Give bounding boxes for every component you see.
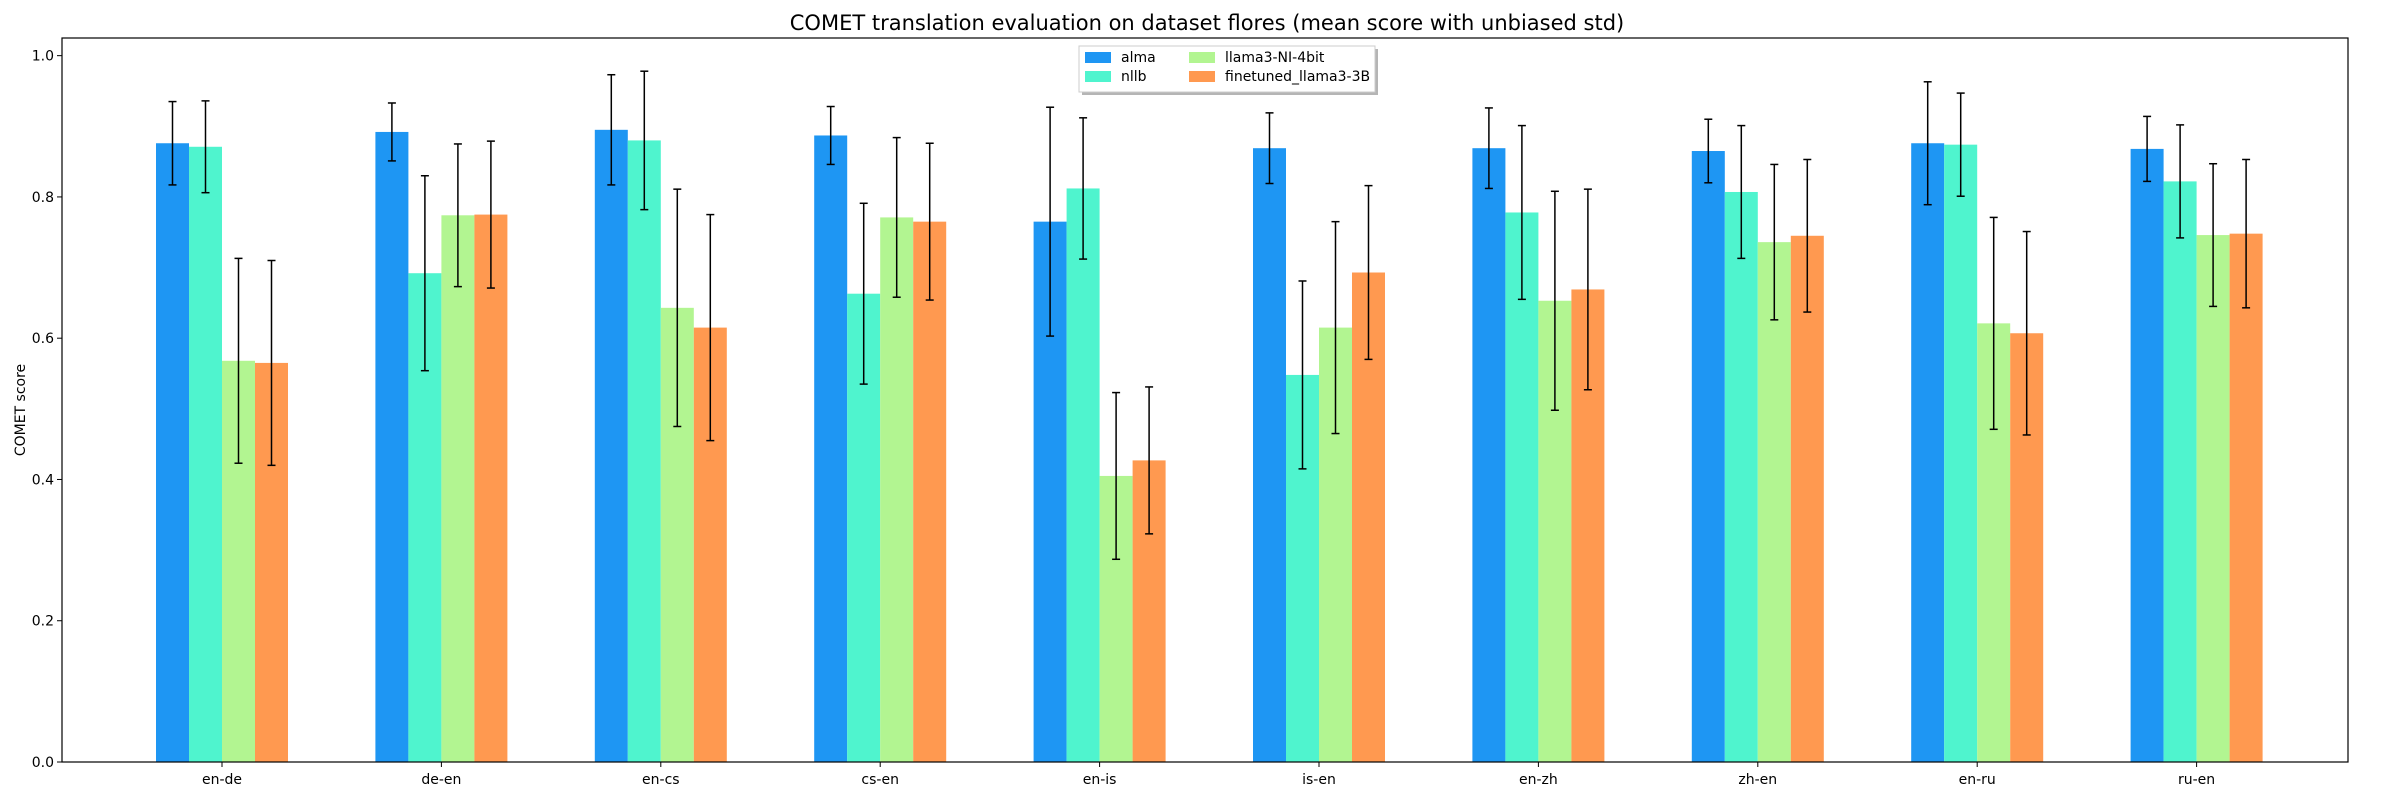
bar [913,221,947,762]
y-tick-label: 0.2 [32,614,54,630]
plot-frame [61,37,2349,763]
bar [627,140,661,763]
x-tick-label: en-ru [1959,772,1996,788]
bar [474,214,508,762]
bar [156,143,189,762]
bar [1505,212,1539,763]
bar [880,217,914,762]
bar [1253,148,1286,762]
x-tick-label: zh-en [1738,772,1777,788]
y-tick-label: 0.4 [32,472,54,488]
bar [2229,233,2263,762]
bar [1691,151,1725,762]
x-tick-label: is-en [1302,772,1336,788]
y-tick-label: 0.6 [32,331,54,347]
bar [2130,148,2164,762]
bar [1911,143,1945,762]
y-axis-label: COMET score [13,364,29,456]
y-tick-label: 0.0 [32,755,54,771]
x-tick-label: en-is [1083,772,1117,788]
chart-title: COMET translation evaluation on dataset … [790,11,1624,35]
bar [2196,235,2230,762]
x-tick-label: en-cs [642,772,680,788]
legend: alma nllb llama3-NI-4bit finetuned_llama3-3… [1078,45,1378,95]
bar [594,129,628,762]
axes-layer: en-de de-en en-cs cs-en en-is is-en en-zh zh-en… [32,37,2349,788]
x-tick-label: en-de [202,772,242,788]
bar [1944,144,1978,762]
x-tick-label: cs-en [861,772,899,788]
legend-swatch [1085,71,1111,82]
x-tick-label: en-zh [1519,772,1558,788]
y-tick-label: 1.0 [32,49,54,65]
legend-label: llama3-NI-4bit [1225,50,1325,66]
bar [814,135,848,763]
bar [375,131,409,762]
bar [1757,242,1791,762]
legend-label: nllb [1121,69,1147,85]
bar [2163,181,2197,762]
legend-swatch [1189,52,1215,63]
x-tick-label: de-en [421,772,461,788]
bars-layer [156,129,2263,763]
bar [441,215,475,763]
legend-swatch [1085,52,1111,63]
bar [1790,235,1824,762]
legend-box [1078,45,1376,93]
bar [1066,188,1100,762]
y-tick-label: 0.8 [32,190,54,206]
legend-label: alma [1121,50,1156,66]
legend-label: finetuned_llama3-3B [1225,69,1370,85]
x-tick-label: ru-en [2178,772,2215,788]
bar [1472,148,1506,762]
legend-swatch [1189,71,1215,82]
errorbars-layer [168,70,2251,561]
bar [189,146,222,762]
bar [1724,191,1758,763]
